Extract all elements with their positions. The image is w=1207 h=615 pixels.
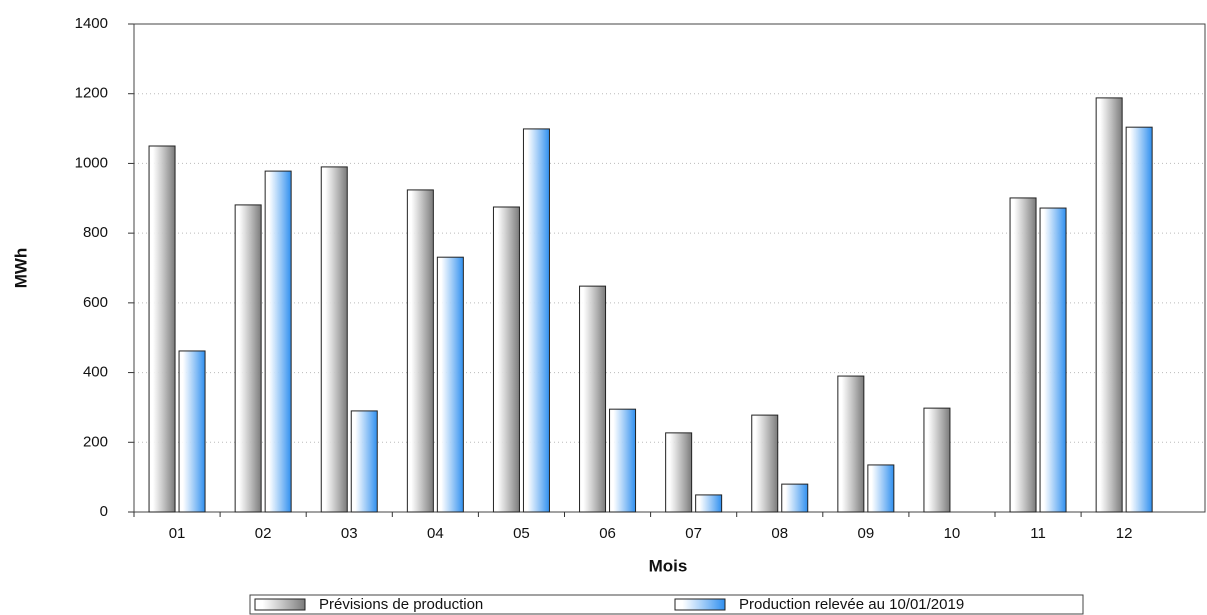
bar [751,414,779,513]
bar [148,145,176,513]
x-tick-label: 02 [255,525,272,542]
bar [781,483,809,513]
bar [320,166,348,513]
y-tick-label: 600 [83,294,108,311]
x-tick-label: 01 [169,525,186,542]
x-tick-label: 09 [858,525,875,542]
legend-label: Prévisions de production [319,596,483,613]
y-tick-label: 400 [83,364,108,381]
y-tick-label: 0 [100,503,108,520]
bar [1009,197,1037,513]
x-tick-label: 11 [1030,525,1046,542]
bar [867,464,895,513]
bar [350,410,378,513]
y-axis-label: MWh [11,248,30,289]
bar [609,408,637,513]
bar [406,189,434,513]
y-tick-label: 1400 [75,15,108,32]
x-tick-label: 07 [685,525,702,542]
y-tick-label: 1000 [75,154,108,171]
x-tick-label: 03 [341,525,358,542]
y-tick-label: 200 [83,433,108,450]
bar [923,407,951,513]
bar [234,204,262,513]
x-tick-label: 12 [1116,525,1133,542]
bar [522,128,550,513]
bar [1125,126,1153,513]
x-tick-label: 04 [427,525,444,542]
legend-box [249,594,1084,615]
bar [436,256,464,513]
bar [695,494,723,513]
x-tick-label: 06 [599,525,616,542]
bar [665,432,693,513]
y-tick-label: 1200 [75,85,108,102]
bar [264,170,292,513]
legend-swatch [674,598,726,611]
bar [579,285,607,513]
bar [1095,97,1123,513]
bar [492,206,520,513]
y-tick-label: 800 [83,224,108,241]
x-tick-label: 10 [944,525,961,542]
legend-swatch [254,598,306,611]
legend-label: Production relevée au 10/01/2019 [739,596,964,613]
bar [178,350,206,513]
x-tick-label: 08 [771,525,788,542]
x-tick-label: 05 [513,525,530,542]
x-axis-label: Mois [649,556,688,575]
bar [837,375,865,513]
bar [1039,207,1067,513]
